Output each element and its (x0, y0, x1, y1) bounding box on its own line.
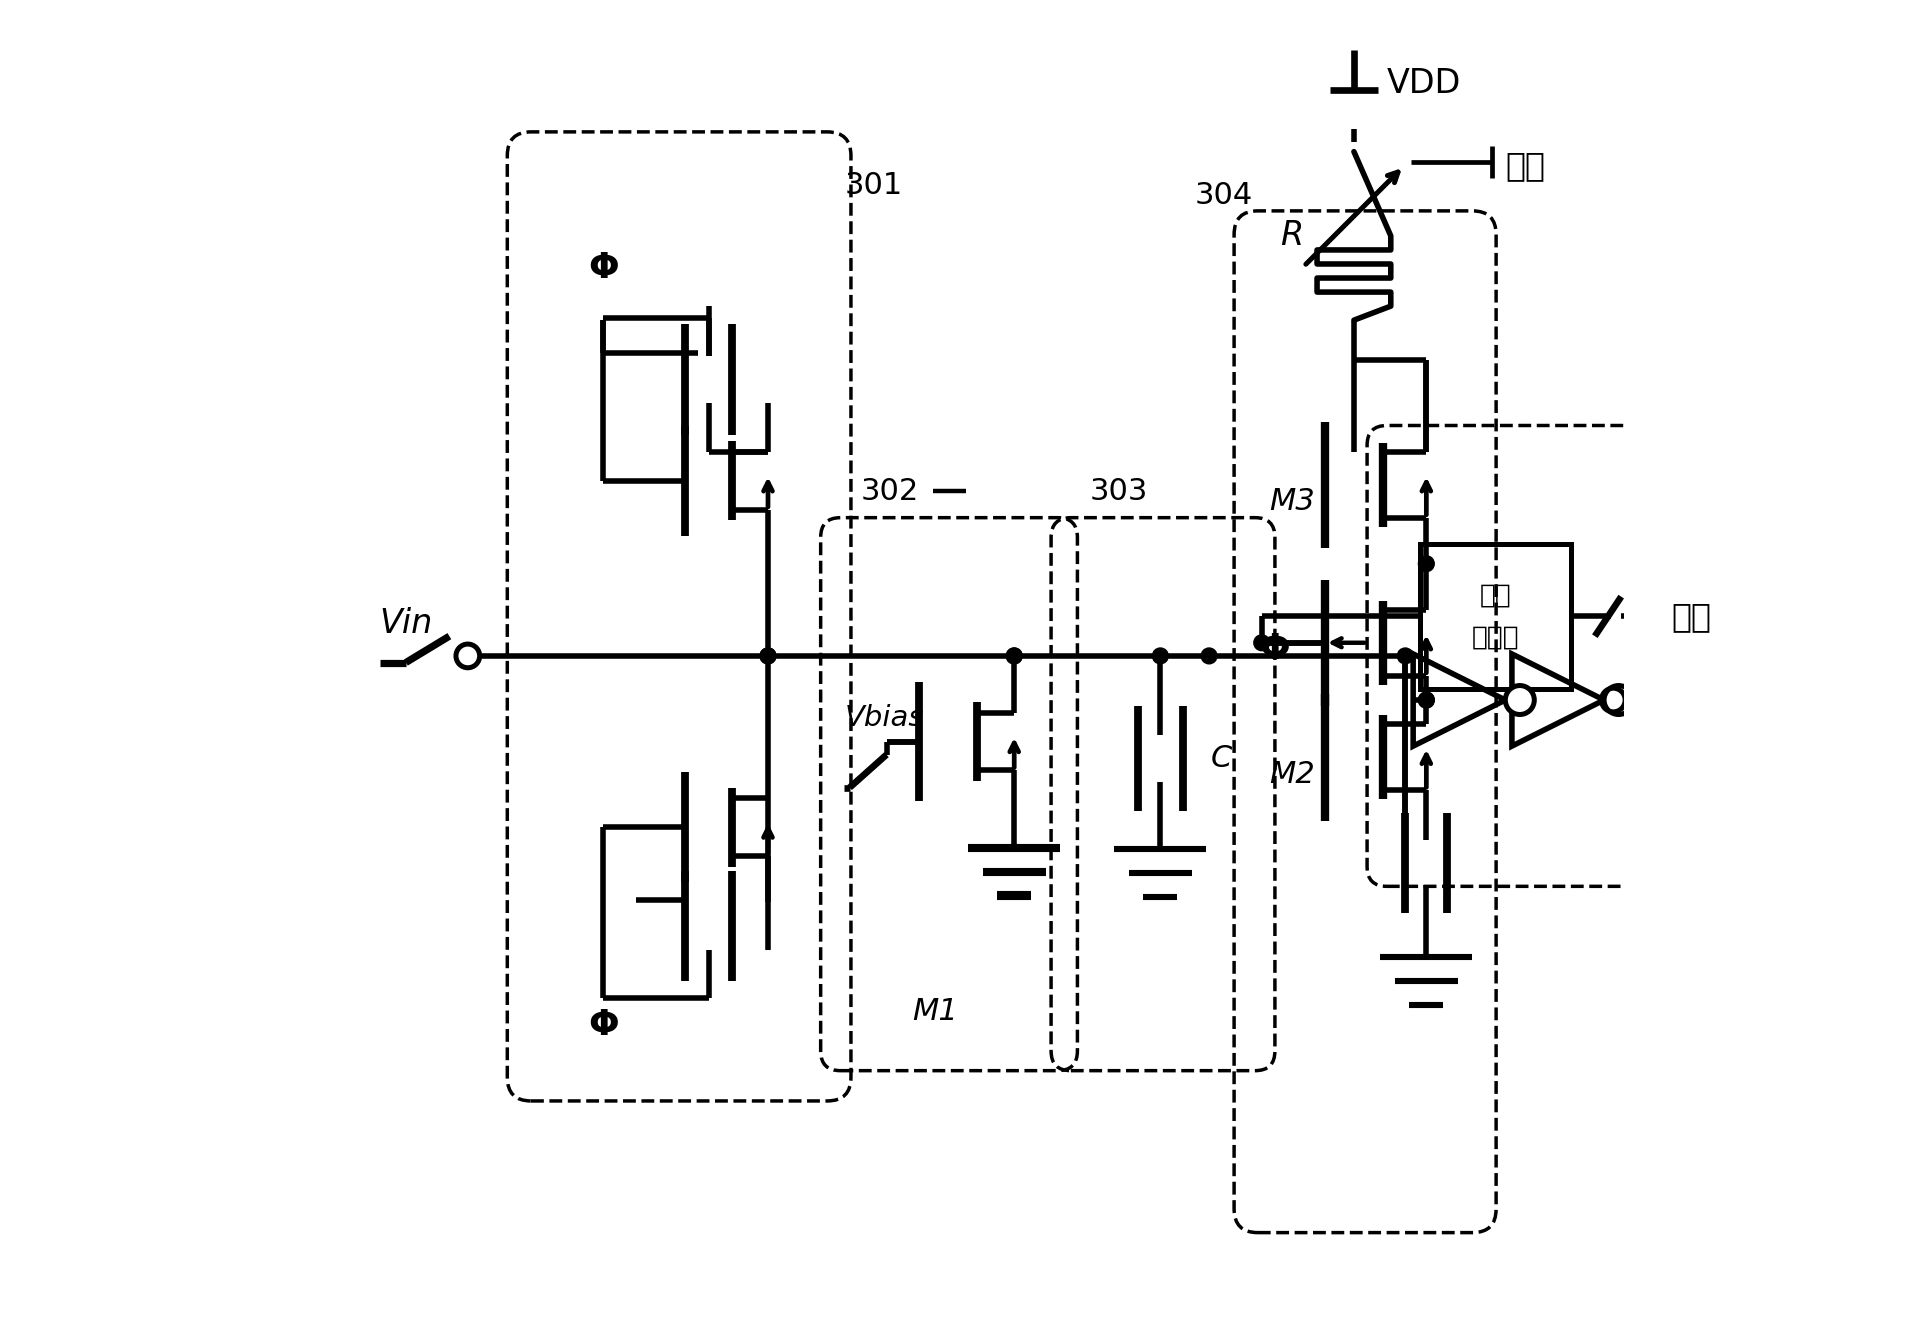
Text: Vbias: Vbias (843, 704, 923, 731)
Text: M3: M3 (1268, 488, 1314, 517)
Text: 304: 304 (1193, 180, 1253, 209)
Circle shape (1200, 648, 1216, 664)
Circle shape (1600, 688, 1625, 712)
Text: 303: 303 (1089, 477, 1146, 506)
Text: 转换器: 转换器 (1471, 624, 1519, 651)
Text: Φ: Φ (1258, 632, 1289, 666)
Circle shape (1419, 692, 1434, 708)
Circle shape (760, 648, 776, 664)
Circle shape (1152, 648, 1168, 664)
Text: C: C (1210, 745, 1231, 772)
Text: Φ: Φ (589, 250, 618, 285)
Text: M1: M1 (911, 996, 957, 1026)
Text: Vin: Vin (380, 607, 432, 640)
Text: M2: M2 (1268, 761, 1314, 788)
Text: 粗调: 粗调 (1505, 150, 1544, 183)
Circle shape (760, 648, 776, 664)
Circle shape (1006, 648, 1021, 664)
Circle shape (1604, 685, 1633, 714)
Circle shape (1419, 692, 1434, 708)
Circle shape (1419, 556, 1434, 571)
Circle shape (1006, 648, 1021, 664)
Circle shape (1253, 635, 1270, 651)
Circle shape (1397, 648, 1413, 664)
Text: R: R (1280, 220, 1303, 252)
Text: 301: 301 (843, 171, 901, 200)
Text: Φ: Φ (589, 1007, 618, 1041)
Text: 302: 302 (859, 477, 919, 506)
Circle shape (1505, 685, 1534, 714)
Text: 数模: 数模 (1478, 583, 1511, 608)
Bar (1419, 545, 1571, 689)
Text: VDD: VDD (1386, 66, 1461, 99)
Circle shape (455, 644, 479, 668)
Text: 细调: 细调 (1669, 600, 1710, 633)
